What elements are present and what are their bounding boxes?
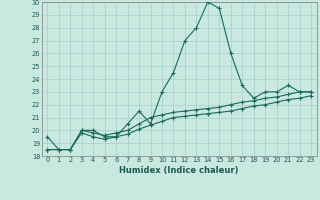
X-axis label: Humidex (Indice chaleur): Humidex (Indice chaleur) bbox=[119, 166, 239, 175]
